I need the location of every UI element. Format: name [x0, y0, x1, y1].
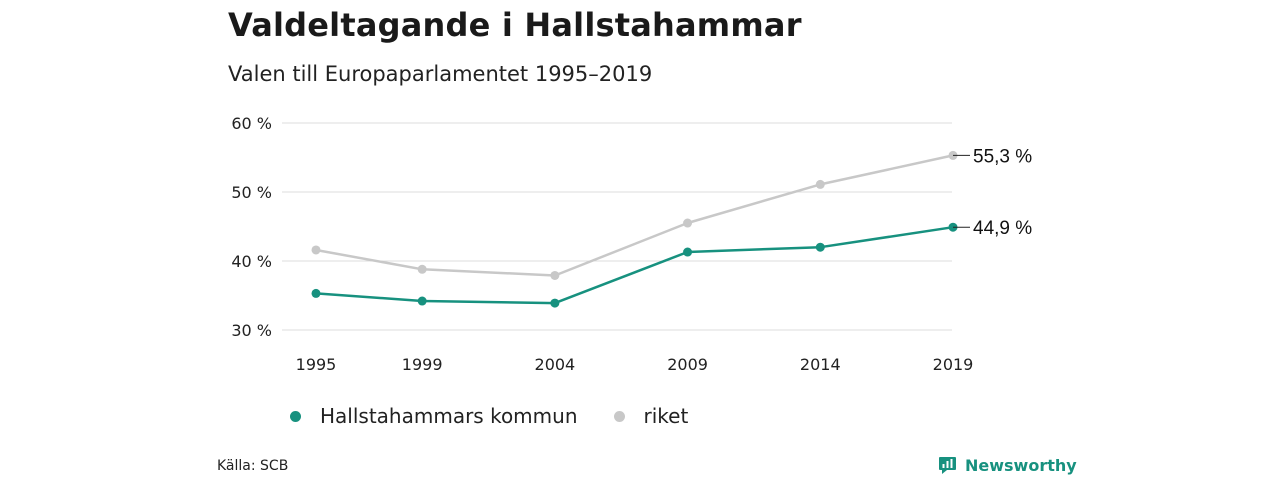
series-line	[314, 154, 955, 277]
x-tick-label: 2009	[667, 355, 708, 374]
series-riket	[311, 150, 958, 280]
series-kommun	[311, 222, 958, 308]
x-axis-ticks: 1995 1999 2004 2009 2014 2019	[296, 355, 974, 374]
x-tick-label: 2014	[800, 355, 841, 374]
data-point	[417, 264, 427, 274]
data-point	[683, 247, 693, 257]
end-label: 55,3 %	[973, 146, 1032, 167]
data-point	[815, 242, 825, 252]
chart-subtitle: Valen till Europaparlamentet 1995–2019	[228, 62, 653, 86]
brand-logo: Newsworthy	[938, 456, 1077, 475]
grid-lines	[282, 122, 952, 331]
data-point	[550, 298, 560, 308]
legend: Hallstahammars kommun riket	[290, 404, 724, 428]
y-tick-label: 60 %	[231, 114, 272, 133]
data-point	[550, 270, 560, 280]
legend-item-riket: riket	[613, 404, 689, 428]
series-lines	[311, 150, 958, 308]
end-label: 44,9 %	[973, 218, 1032, 239]
y-tick-label: 50 %	[231, 183, 272, 202]
legend-marker-riket	[613, 410, 625, 422]
end-labels: 55,3 % 44,9 %	[953, 146, 1032, 239]
brand-name: Newsworthy	[965, 456, 1077, 475]
y-tick-label: 40 %	[231, 252, 272, 271]
source-note: Källa: SCB	[217, 458, 289, 474]
legend-label-kommun: Hallstahammars kommun	[320, 404, 578, 428]
x-tick-label: 2004	[535, 355, 576, 374]
data-point	[417, 296, 427, 306]
legend-marker-kommun	[290, 410, 301, 422]
data-point	[683, 218, 693, 228]
series-line	[314, 225, 955, 305]
newsworthy-logo-icon	[939, 457, 956, 474]
x-tick-label: 1999	[402, 355, 443, 374]
legend-label-riket: riket	[643, 404, 689, 428]
x-tick-label: 2019	[933, 355, 974, 374]
y-axis-ticks: 30 % 40 % 50 % 60 %	[231, 114, 272, 340]
chart-title: Valdeltagande i Hallstahammar	[228, 6, 802, 44]
legend-item-kommun: Hallstahammars kommun	[290, 404, 578, 428]
data-point	[311, 288, 321, 298]
data-point	[311, 245, 321, 255]
data-point	[815, 179, 825, 189]
y-tick-label: 30 %	[231, 321, 272, 340]
x-tick-label: 1995	[296, 355, 337, 374]
